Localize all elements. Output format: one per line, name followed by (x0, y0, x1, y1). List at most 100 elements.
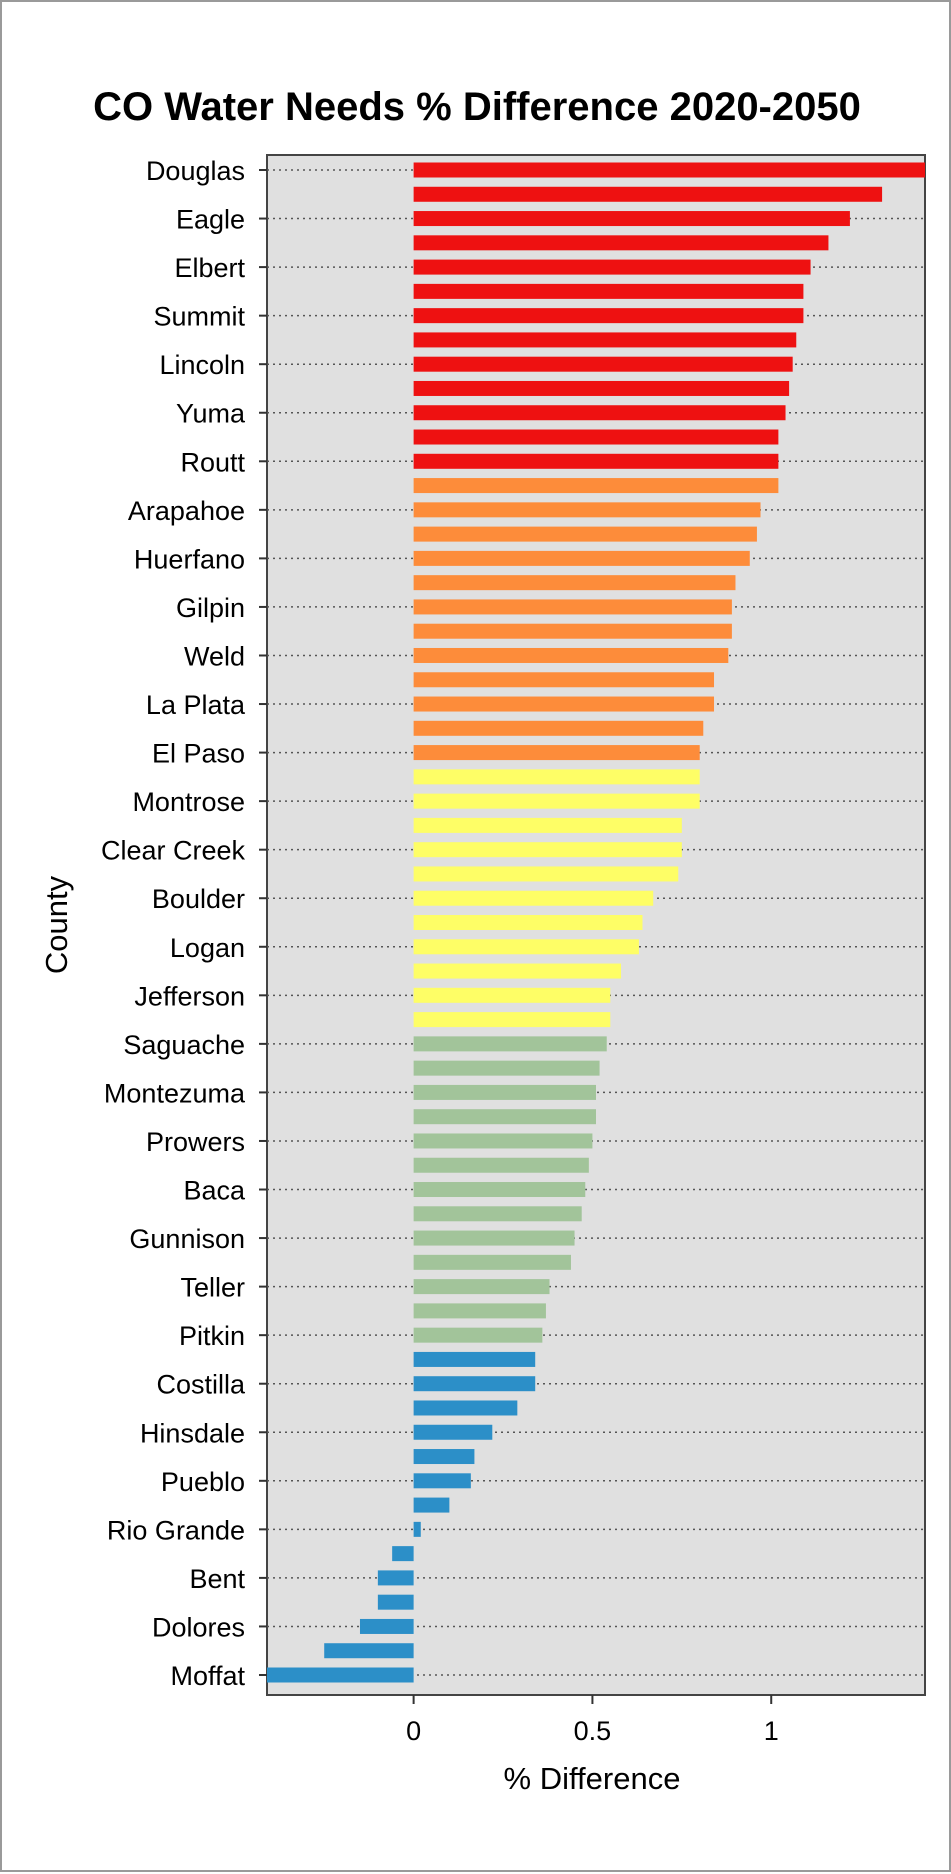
y-tick-label: Lincoln (159, 350, 245, 380)
bar (359, 1618, 414, 1634)
bar (413, 915, 643, 930)
bar (413, 745, 700, 761)
bar (413, 672, 715, 688)
bar (413, 890, 654, 906)
y-tick-label: Teller (180, 1273, 245, 1303)
bar (267, 1667, 414, 1683)
y-tick-label: Dolores (152, 1612, 245, 1642)
bar (413, 1376, 536, 1392)
bar (413, 429, 779, 445)
bar (413, 211, 850, 227)
y-tick-label: Montezuma (104, 1078, 246, 1108)
bar (413, 1157, 589, 1173)
bar (324, 1643, 414, 1659)
chart-title: CO Water Needs % Difference 2020-2050 (93, 85, 861, 129)
bar (413, 1060, 600, 1076)
bar (413, 1449, 475, 1465)
y-tick-label: Yuma (176, 399, 246, 429)
y-tick-label: Arapahoe (128, 496, 245, 526)
bar (413, 1084, 596, 1100)
bar (413, 550, 750, 566)
bar (413, 1036, 607, 1052)
y-tick-label: Rio Grande (107, 1515, 245, 1545)
y-tick-label: Hinsdale (140, 1418, 245, 1448)
x-tick-label: 1 (764, 1716, 779, 1746)
y-tick-label: Pueblo (161, 1467, 245, 1497)
y-tick-label: Saguache (123, 1030, 245, 1060)
bar (413, 987, 611, 1003)
bar (413, 1279, 550, 1295)
y-tick-label: Jefferson (134, 981, 245, 1011)
bar (413, 939, 639, 955)
bar (413, 1497, 450, 1513)
bar (413, 599, 732, 615)
y-tick-label: Logan (170, 933, 245, 963)
bar (413, 1230, 575, 1246)
bar (413, 332, 797, 348)
bar (413, 647, 729, 663)
y-tick-label: Douglas (146, 156, 245, 186)
y-tick-label: Gunnison (129, 1224, 245, 1254)
y-tick-label: Routt (180, 447, 245, 477)
bar (413, 1424, 493, 1440)
y-tick-label: Clear Creek (101, 836, 246, 866)
bar (413, 1473, 471, 1489)
y-tick-label: La Plata (146, 690, 246, 720)
bar (413, 1254, 571, 1270)
bar (413, 1182, 586, 1198)
y-tick-label: Montrose (132, 787, 245, 817)
y-tick-label: Elbert (174, 253, 245, 283)
bar (413, 1206, 582, 1222)
x-tick-label: 0.5 (574, 1716, 612, 1746)
bar (377, 1570, 414, 1586)
y-axis-label: County (39, 875, 74, 974)
y-tick-label: Pitkin (179, 1321, 245, 1351)
bar (413, 1351, 536, 1367)
bar (413, 478, 779, 494)
bar (413, 283, 804, 299)
bar (413, 623, 732, 639)
bar (413, 696, 715, 712)
y-tick-label: Moffat (170, 1661, 245, 1691)
bar (413, 502, 761, 518)
bar (413, 356, 793, 372)
bar (413, 453, 779, 469)
bar (413, 817, 682, 833)
bar (413, 1012, 611, 1028)
y-tick-label: Boulder (152, 884, 245, 914)
y-tick-label: Eagle (176, 205, 245, 235)
y-tick-label: Gilpin (176, 593, 245, 623)
x-axis-ticks: 0 0.5 1 (406, 1695, 779, 1746)
bar (413, 866, 679, 882)
y-tick-label: Bent (189, 1564, 245, 1594)
bar (413, 405, 786, 421)
x-tick-label: 0 (406, 1716, 421, 1746)
y-tick-label: El Paso (152, 739, 245, 769)
y-tick-label: Weld (184, 641, 245, 671)
y-tick-label: Costilla (156, 1370, 246, 1400)
bar (413, 720, 704, 736)
bar (413, 162, 925, 178)
bar (413, 793, 700, 809)
bar (413, 963, 622, 979)
bar (377, 1594, 414, 1610)
y-axis-ticks: Douglas Eagle Elbert Summit Lincoln Yuma Routt… (101, 156, 267, 1691)
bar (413, 842, 682, 858)
y-tick-label: Huerfano (134, 544, 245, 574)
x-axis-label: % Difference (504, 1761, 681, 1796)
bar (413, 769, 700, 785)
bar (413, 1327, 543, 1343)
bar (413, 526, 757, 542)
bar (413, 1133, 593, 1149)
bar (413, 1109, 596, 1125)
bar (413, 308, 804, 324)
bar (413, 186, 883, 202)
y-tick-label: Prowers (146, 1127, 245, 1157)
bar (413, 259, 811, 275)
gridlines (267, 169, 925, 1676)
bar (413, 235, 829, 251)
y-tick-label: Summit (153, 302, 245, 332)
y-tick-label: Baca (183, 1176, 246, 1206)
